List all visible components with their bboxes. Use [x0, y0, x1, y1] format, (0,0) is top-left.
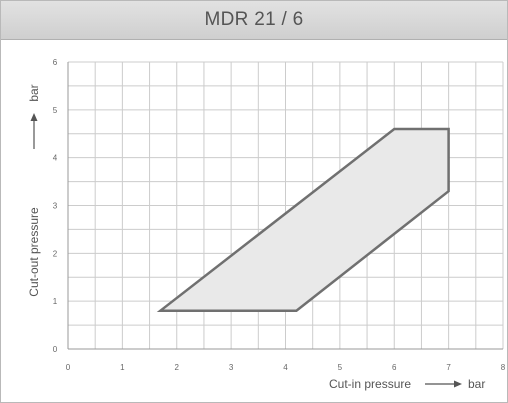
y-tick-label: 6: [53, 58, 58, 67]
x-axis-arrow: [425, 380, 462, 388]
y-tick-label: 4: [53, 154, 58, 163]
y-axis-unit: bar: [27, 84, 41, 101]
title-bar: MDR 21 / 6: [1, 1, 507, 40]
x-tick-label: 8: [501, 363, 506, 372]
x-tick-label: 3: [229, 363, 234, 372]
y-axis-arrow: [30, 113, 38, 149]
y-tick-label: 1: [53, 297, 58, 306]
y-axis-label: Cut-out pressure: [27, 207, 41, 297]
axes: [67, 62, 503, 350]
x-tick-label: 7: [446, 363, 451, 372]
x-axis-label: Cut-in pressure: [329, 377, 411, 391]
operating-range-area: [156, 127, 450, 312]
x-tick-label: 6: [392, 363, 397, 372]
y-tick-label: 0: [53, 345, 58, 354]
y-tick-label: 5: [53, 106, 58, 115]
x-axis-unit: bar: [468, 377, 485, 391]
chart-title: MDR 21 / 6: [204, 9, 304, 30]
x-tick-label: 1: [120, 363, 125, 372]
x-tick-label: 2: [175, 363, 180, 372]
plot-area: [156, 127, 450, 312]
x-tick-label: 4: [283, 363, 288, 372]
tick-labels: 0 1 2 3 4 5 6 7 8 0 1 2 3 4 5 6: [53, 58, 506, 372]
y-tick-label: 2: [53, 249, 58, 258]
y-tick-label: 3: [53, 202, 58, 211]
x-tick-label: 5: [338, 363, 343, 372]
x-tick-label: 0: [66, 363, 71, 372]
axis-labels: Cut-in pressure bar Cut-out pressure bar: [27, 84, 485, 391]
